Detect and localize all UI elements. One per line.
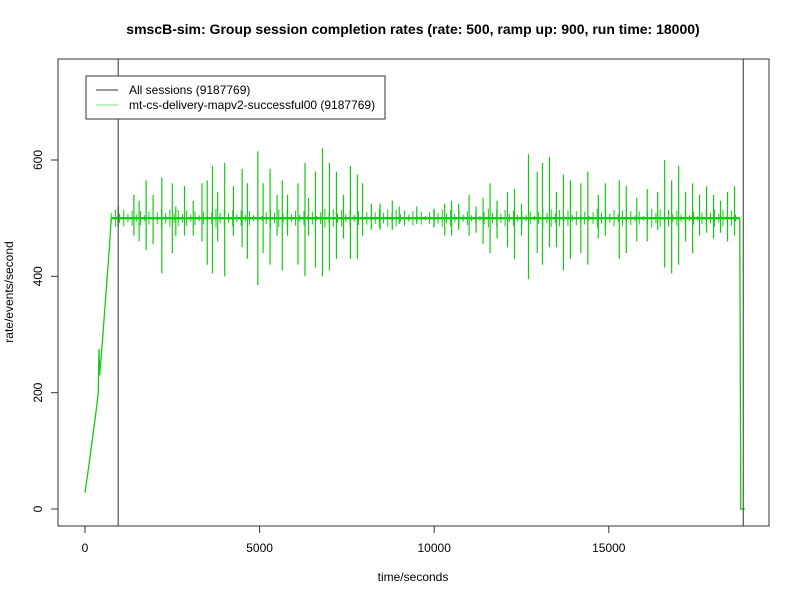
plot-area bbox=[57, 58, 770, 527]
legend-item-mt-cs-delivery: mt-cs-delivery-mapv2-successful00 (91877… bbox=[129, 98, 375, 112]
series-line-mt-cs-delivery bbox=[84, 148, 745, 510]
legend: All sessions (9187769) mt-cs-delivery-ma… bbox=[85, 75, 386, 120]
legend-box bbox=[85, 75, 386, 120]
x-axis-label: time/seconds bbox=[378, 570, 449, 584]
y-tick-label: 400 bbox=[31, 266, 45, 286]
y-axis-label: rate/events/second bbox=[2, 241, 16, 342]
x-tick-label: 10000 bbox=[418, 541, 452, 555]
chart-title: smscB-sim: Group session completion rate… bbox=[126, 21, 699, 37]
x-axis: 0 5000 10000 15000 bbox=[82, 525, 626, 555]
legend-item-all-sessions: All sessions (9187769) bbox=[129, 83, 250, 97]
vertical-markers bbox=[117, 59, 744, 526]
x-tick-label: 15000 bbox=[592, 541, 626, 555]
y-tick-label: 200 bbox=[31, 382, 45, 402]
y-axis: 0 200 400 600 bbox=[31, 150, 58, 512]
x-tick-label: 0 bbox=[82, 541, 89, 555]
y-tick-label: 600 bbox=[31, 150, 45, 170]
plot-frame bbox=[57, 58, 770, 527]
y-tick-label: 0 bbox=[31, 505, 45, 512]
x-tick-label: 5000 bbox=[246, 541, 273, 555]
